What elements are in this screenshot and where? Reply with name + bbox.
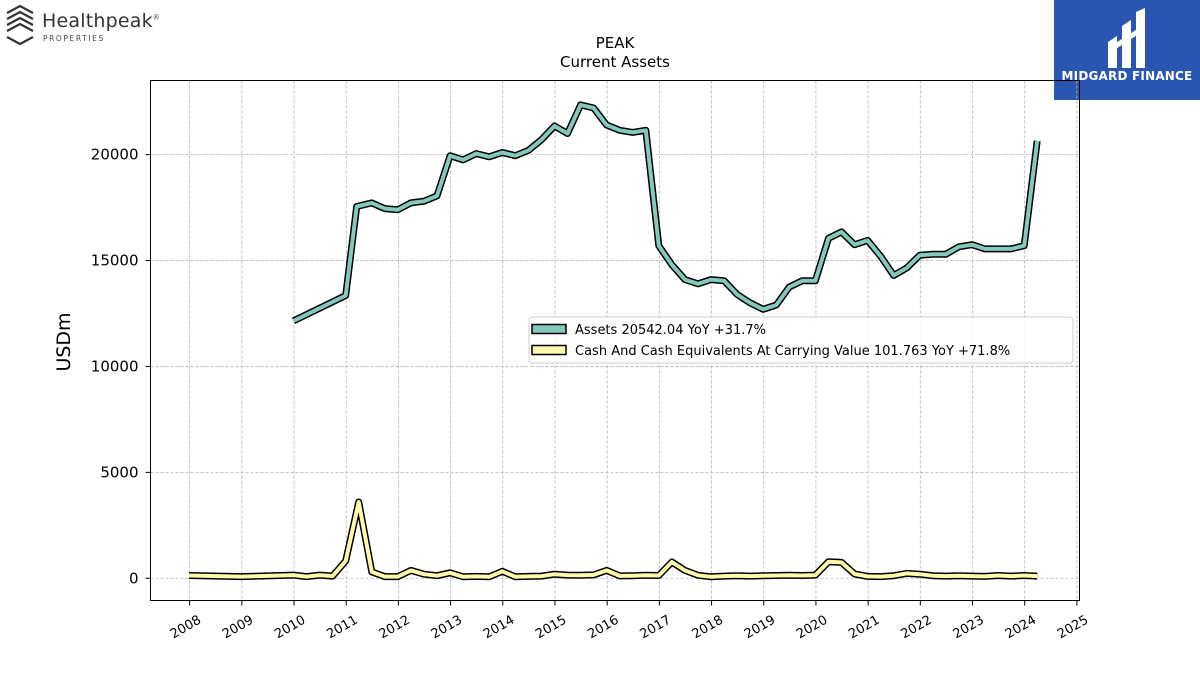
midgard-monogram-icon — [1108, 8, 1145, 68]
healthpeak-subname: PROPERTIES — [43, 34, 105, 43]
ticks: 2008 2009 2010 2011 2012 2013 2014 2015 2016 2017… — [91, 146, 1091, 643]
series-outline-1 — [291, 101, 1041, 325]
series-layer — [189, 101, 1041, 581]
x-tick-label: 2025 — [1055, 613, 1091, 643]
x-tick-label: 2024 — [1003, 613, 1039, 643]
x-tick-label: 2008 — [168, 613, 204, 643]
legend-box — [528, 316, 1074, 364]
y-tick-label: 15000 — [91, 252, 139, 270]
y-tick-label: 0 — [129, 569, 139, 587]
y-axis-label: USDm — [53, 312, 75, 371]
x-tick-label: 2013 — [429, 613, 465, 643]
x-tick-label: 2022 — [898, 613, 934, 643]
x-tick-label: 2018 — [690, 613, 726, 643]
x-tick-label: 2020 — [794, 613, 830, 643]
series-outline-2 — [189, 498, 1038, 581]
stacked-chevrons-icon — [6, 4, 34, 46]
legend: Assets 20542.04 YoY +31.7% Cash And Cash … — [528, 316, 1074, 364]
plot-frame — [150, 80, 1080, 601]
healthpeak-logo: Healthpeak® PROPERTIES — [4, 4, 164, 48]
x-tick-label: 2009 — [220, 613, 256, 643]
x-tick-label: 2012 — [377, 613, 413, 643]
series-line-2 — [189, 500, 1038, 579]
midgard-finance-logo: MIDGARD FINANCE — [1054, 0, 1200, 100]
y-tick-label: 10000 — [91, 357, 139, 375]
chart-subtitle: Current Assets — [560, 53, 670, 71]
x-tick-label: 2011 — [324, 613, 360, 643]
x-tick-label: 2021 — [846, 613, 882, 643]
x-tick-label: 2017 — [638, 613, 674, 643]
series-line-1 — [292, 102, 1040, 323]
y-tick-label: 5000 — [100, 463, 138, 481]
x-tick-label: 2010 — [272, 613, 308, 643]
x-tick-label: 2023 — [951, 613, 987, 643]
y-tick-label: 20000 — [91, 146, 139, 164]
midgard-finance-name: MIDGARD FINANCE — [1061, 69, 1193, 83]
x-tick-label: 2016 — [585, 613, 621, 643]
healthpeak-name: Healthpeak® — [42, 10, 160, 32]
x-tick-label: 2014 — [481, 613, 517, 643]
legend-swatch-1 — [531, 323, 567, 335]
x-tick-label: 2019 — [742, 613, 778, 643]
chart-title: PEAK — [596, 34, 636, 52]
legend-label-1: Assets 20542.04 YoY +31.7% — [575, 323, 766, 338]
legend-label-2: Cash And Cash Equivalents At Carrying Va… — [575, 344, 1010, 359]
x-tick-label: 2015 — [533, 613, 569, 643]
legend-swatch-2 — [531, 344, 567, 356]
